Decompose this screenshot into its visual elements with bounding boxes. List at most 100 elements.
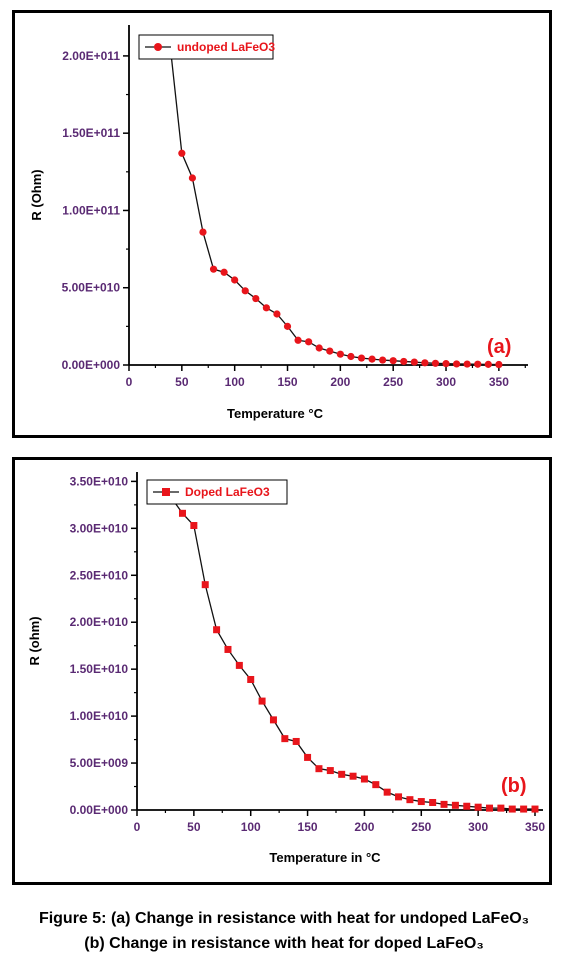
chart-a-xtick-label: 150 [277,375,297,389]
chart-b-xtick-label: 350 [525,820,545,834]
chart-a-data-point [241,287,249,295]
chart-a-xtick-label: 350 [489,375,509,389]
chart-b-data-point [440,800,448,808]
chart-a-data-point [368,355,376,363]
chart-a-data-point [315,344,323,352]
chart-a-data-point [220,268,228,276]
chart-b-xtick-label: 250 [411,820,431,834]
chart-a-xtick-label: 300 [436,375,456,389]
chart-b-data-point [486,804,494,812]
chart-a-legend-marker [154,43,162,51]
chart-b-ytick-label: 5.00E+009 [70,756,129,770]
chart-b-data-point [508,805,516,813]
chart-a-data-point [199,228,207,236]
chart-b-data-point [201,581,209,589]
chart-panel-a: 0.00E+000 5.00E+010 1.00E+011 1.50E+011 2.00… [12,10,552,438]
chart-a-xtick-label: 100 [225,375,245,389]
chart-a-data-point [273,310,281,318]
chart-b-data-point [451,801,459,809]
chart-b-data-point [463,802,471,810]
chart-b-ytick-label: 2.50E+010 [70,568,129,582]
chart-b-y-axis-title: R (ohm) [27,616,42,665]
chart-a-data-point [474,360,482,368]
chart-a-data-point [262,304,270,312]
chart-b-xtick-label: 150 [298,820,318,834]
chart-a-data-point [400,357,408,366]
chart-panel-b: 0.00E+000 5.00E+009 1.00E+010 1.50E+010 2.00… [12,457,552,885]
chart-a-data-point [347,352,355,361]
chart-a-panel-tag: (a) [487,336,511,358]
chart-b-xtick-label: 50 [187,820,201,834]
chart-a-data-point [484,360,492,368]
chart-a-ytick-label: 5.00E+010 [62,281,121,295]
chart-a-data-point [209,265,218,273]
chart-a-series-line [170,55,499,366]
chart-b-xtick-label: 200 [354,820,374,834]
chart-a-data-point [379,356,387,364]
chart-a-data-point [442,360,450,368]
chart-b-data-point [395,793,403,801]
chart-b-data-point [326,767,334,775]
chart-a-data-point [357,354,366,362]
chart-b-data-point [178,509,186,517]
chart-a-data-point [231,276,239,284]
chart-a-ytick-label: 1.00E+011 [62,203,120,217]
chart-a-data-point [495,360,503,369]
chart-a-x-axis-title: Temperature °C [227,406,324,421]
chart-b-data-point [304,753,312,761]
figure-caption-line-1: Figure 5: (a) Change in resistance with … [38,910,530,927]
chart-b-data-point [315,765,323,773]
chart-b-data-point [190,522,198,530]
chart-a-y-axis-title: R (Ohm) [29,169,44,220]
chart-b-data-point [349,772,357,780]
chart-a-xtick-label: 50 [175,375,189,389]
chart-b-series-line [170,496,535,810]
chart-a-legend-label: undoped LaFeO3 [177,40,275,54]
chart-a-data-point [283,322,292,330]
chart-b-data-point [429,798,437,806]
chart-a-data-point [336,350,344,358]
chart-b-data-point [372,781,380,789]
chart-a-data-point [294,336,302,344]
chart-b-data-point [235,661,243,669]
chart-b-panel-tag: (b) [501,775,527,797]
chart-b-data-point [281,735,289,743]
chart-a-svg: 0.00E+000 5.00E+010 1.00E+011 1.50E+011 2.00… [29,25,528,421]
chart-a-ytick-label: 1.50E+011 [62,126,120,140]
chart-a-xtick-label: 250 [383,375,403,389]
chart-b-ytick-label: 3.00E+010 [70,521,129,535]
chart-b-x-axis-title: Temperature in °C [269,850,381,865]
figure-caption-line-2: (b) Change in resistance with heat for d… [84,935,484,952]
chart-a-data-point [421,359,429,367]
chart-a-data-point [410,358,418,366]
chart-b-data-point [474,803,482,811]
chart-b-data-point [417,798,425,806]
chart-b-data-point [338,770,346,778]
chart-b-data-point [360,775,368,783]
chart-b-data-point [292,737,300,745]
chart-b-xtick-label: 100 [241,820,261,834]
chart-b-ytick-label: 0.00E+000 [70,803,129,817]
chart-b-data-point [213,626,221,634]
chart-b-data-point [258,697,266,705]
chart-b-data-point [224,645,232,653]
chart-b-legend-label: Doped LaFeO3 [185,485,270,499]
chart-a-data-point [252,294,260,303]
chart-a-xtick-label: 0 [126,375,133,389]
chart-a-data-point [452,360,461,368]
chart-b-data-point [269,716,277,724]
chart-b-xtick-label: 0 [134,820,141,834]
chart-a-data-point [178,149,186,157]
chart-a-data-point [389,357,397,365]
chart-b-legend-marker [162,488,170,496]
chart-a-xtick-label: 200 [330,375,350,389]
chart-b-ytick-label: 2.00E+010 [70,615,129,629]
chart-b-ytick-label: 1.00E+010 [70,709,129,723]
chart-a-ytick-label: 0.00E+000 [62,358,121,372]
chart-a-ytick-label: 2.00E+011 [62,49,120,63]
chart-b-data-point [247,675,255,683]
chart-b-data-point [383,788,391,796]
chart-b-data-point [520,805,528,813]
chart-b-data-point [531,805,539,813]
chart-b-svg: 0.00E+000 5.00E+009 1.00E+010 1.50E+010 2.00… [27,472,545,865]
